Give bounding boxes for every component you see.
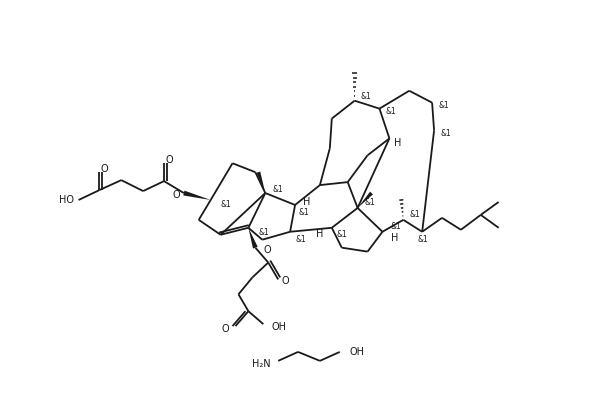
Text: &1: &1 [386, 107, 396, 116]
Text: H: H [393, 138, 401, 148]
Text: O: O [172, 190, 180, 200]
Text: H: H [316, 229, 323, 239]
Text: &1: &1 [409, 210, 420, 219]
Text: O: O [264, 245, 271, 255]
Polygon shape [357, 192, 373, 208]
Text: &1: &1 [337, 230, 348, 239]
Text: H₂N: H₂N [251, 359, 270, 369]
Text: &1: &1 [298, 208, 309, 217]
Text: O: O [165, 155, 173, 165]
Text: &1: &1 [440, 129, 451, 138]
Text: H: H [303, 197, 310, 207]
Text: &1: &1 [258, 228, 269, 237]
Text: OH: OH [271, 322, 286, 332]
Text: OH: OH [350, 347, 365, 357]
Polygon shape [248, 228, 257, 248]
Polygon shape [256, 171, 265, 193]
Text: &1: &1 [438, 101, 449, 110]
Text: &1: &1 [390, 222, 401, 231]
Text: &1: &1 [272, 185, 283, 194]
Text: O: O [281, 276, 289, 286]
Text: &1: &1 [417, 235, 428, 244]
Text: O: O [101, 164, 108, 174]
Text: H: H [390, 233, 398, 243]
Text: &1: &1 [221, 200, 231, 209]
Text: O: O [222, 324, 229, 334]
Text: &1: &1 [365, 198, 375, 208]
Text: &1: &1 [295, 235, 306, 244]
Polygon shape [183, 190, 210, 200]
Text: &1: &1 [361, 92, 371, 101]
Text: HO: HO [59, 195, 74, 205]
